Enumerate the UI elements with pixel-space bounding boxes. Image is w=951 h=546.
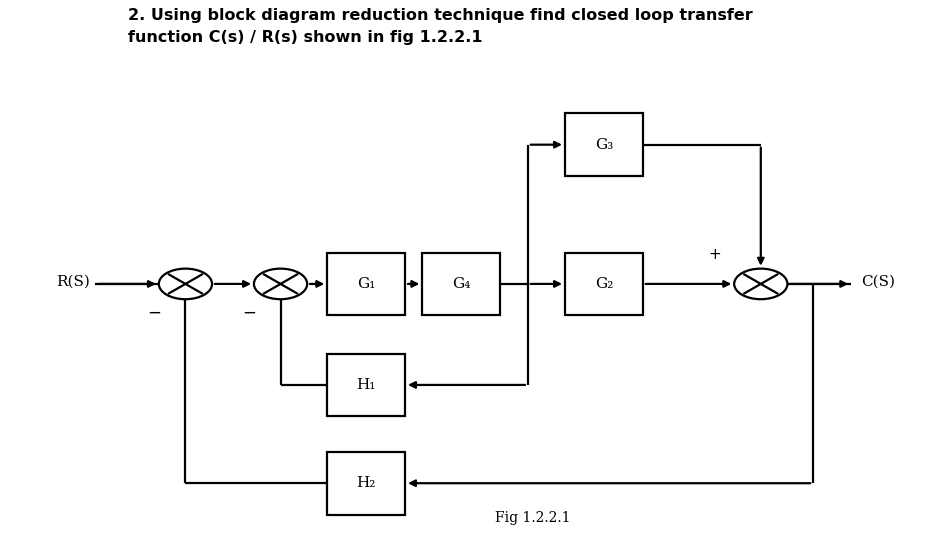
Text: +: + [708,247,722,263]
FancyBboxPatch shape [327,252,405,316]
Circle shape [159,269,212,299]
Text: H₂: H₂ [357,476,376,490]
Text: C(S): C(S) [861,274,895,288]
Text: G₄: G₄ [452,277,471,291]
FancyBboxPatch shape [327,452,405,514]
Circle shape [734,269,787,299]
Text: G₂: G₂ [594,277,613,291]
FancyBboxPatch shape [327,354,405,417]
Text: G₃: G₃ [594,138,613,152]
Text: H₁: H₁ [357,378,376,392]
Text: −: − [147,304,161,322]
FancyBboxPatch shape [422,252,500,316]
Text: G₁: G₁ [357,277,376,291]
Text: R(S): R(S) [56,274,90,288]
Text: function C(s) / R(s) shown in fig 1.2.2.1: function C(s) / R(s) shown in fig 1.2.2.… [128,30,483,45]
Text: 2. Using block diagram reduction technique find closed loop transfer: 2. Using block diagram reduction techniq… [128,8,753,23]
Text: −: − [243,304,256,322]
Circle shape [254,269,307,299]
Text: Fig 1.2.2.1: Fig 1.2.2.1 [495,511,571,525]
FancyBboxPatch shape [565,252,643,316]
FancyBboxPatch shape [565,114,643,176]
